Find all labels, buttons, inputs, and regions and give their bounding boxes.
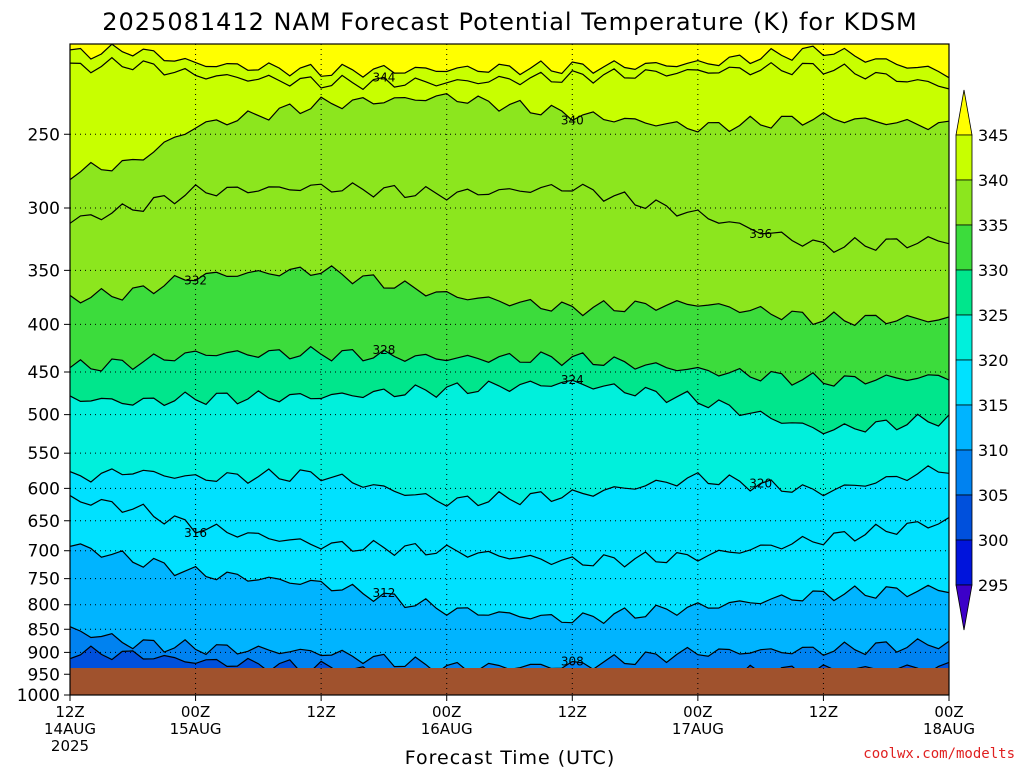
colorbar-label-300: 300 (978, 531, 1009, 550)
x-tick-label-84-0: 00Z (934, 703, 963, 721)
credit-text: coolwx.com/modelts (863, 746, 1015, 762)
colorbar-label-295: 295 (978, 576, 1009, 595)
colorbar-bin-340 (955, 134, 973, 181)
contour-label-316: 316 (184, 526, 207, 540)
colorbar-bin-325 (955, 269, 973, 316)
colorbar-label-330: 330 (978, 261, 1009, 280)
colorbar-bin-315 (955, 359, 973, 406)
colorbar-label-315: 315 (978, 396, 1009, 415)
colorbar-label-310: 310 (978, 441, 1009, 460)
y-tick-label-550: 550 (28, 444, 60, 464)
contour-308 (70, 626, 949, 668)
contour-328 (70, 345, 949, 387)
x-tick-label-0-2: 2025 (51, 737, 89, 755)
x-tick-label-36-0: 00Z (432, 703, 461, 721)
contour-312 (70, 543, 949, 625)
x-tick-label-60-0: 00Z (683, 703, 712, 721)
plot-frame (69, 43, 950, 696)
filled-contours (70, 44, 949, 668)
x-tick-label-60-1: 17AUG (672, 720, 724, 738)
contour-344 (70, 56, 949, 91)
x-tick-label-48-0: 12Z (558, 703, 587, 721)
grid (70, 44, 949, 668)
colorbar-bin-320 (955, 314, 973, 361)
y-tick-label-900: 900 (28, 643, 60, 663)
x-axis-label: Forecast Time (UTC) (405, 747, 615, 768)
y-tick-label-800: 800 (28, 596, 60, 616)
contour-336 (70, 182, 949, 254)
colorbar-bin-295 (955, 539, 973, 586)
contour-label-340: 340 (561, 113, 584, 127)
x-tick-label-24-0: 12Z (306, 703, 335, 721)
band-below-308 (70, 626, 949, 668)
y-tick-label-850: 850 (28, 620, 60, 640)
colorbar: 345 340 335 330 325 320 315 310 305 300 295 (955, 89, 1009, 631)
x-tick-label-0-1: 14AUG (44, 720, 96, 738)
contour-304 (70, 645, 949, 668)
contour-label-312: 312 (372, 586, 395, 600)
colorbar-label-320: 320 (978, 351, 1009, 370)
y-tick-label-500: 500 (28, 406, 60, 426)
colorbar-label-325: 325 (978, 306, 1009, 325)
colorbar-bin-300 (955, 494, 973, 541)
y-tick-label-450: 450 (28, 363, 60, 383)
contour-label-332: 332 (184, 274, 207, 288)
colorbar-label-305: 305 (978, 486, 1009, 505)
colorbar-bin-345 (955, 89, 973, 136)
contour-324 (70, 379, 949, 435)
x-tick-label-36-1: 16AUG (421, 720, 473, 738)
colorbar-label-340: 340 (978, 171, 1009, 190)
y-tick-label-600: 600 (28, 479, 60, 499)
colorbar-label-335: 335 (978, 216, 1009, 235)
ground-band (70, 668, 949, 695)
y-tick-label-1000: 1000 (17, 686, 60, 706)
contour-label-324: 324 (561, 373, 584, 387)
y-axis: 250 300 350 400 450 500 550 600 650 700 750 800 850 9… (17, 125, 70, 706)
y-tick-label-350: 350 (28, 261, 60, 281)
y-tick-label-750: 750 (28, 570, 60, 590)
y-tick-label-950: 950 (28, 665, 60, 685)
x-tick-label-12-1: 15AUG (170, 720, 222, 738)
contour-320 (70, 465, 949, 507)
contour-345 (70, 44, 949, 79)
chart-title: 2025081412 NAM Forecast Potential Temper… (102, 8, 918, 36)
contour-label-336: 336 (749, 227, 772, 241)
contour-label-308: 308 (561, 655, 584, 669)
band-below-312 (70, 543, 949, 668)
colorbar-bin-335 (955, 179, 973, 226)
colorbar-bin-330 (955, 224, 973, 271)
x-tick-label-12-0: 00Z (181, 703, 210, 721)
contour-316 (70, 494, 949, 568)
colorbar-bin-310 (955, 404, 973, 451)
contour-label-320: 320 (749, 476, 772, 490)
contour-340 (70, 93, 949, 181)
y-tick-label-400: 400 (28, 315, 60, 335)
contour-label-328: 328 (372, 343, 395, 357)
x-tick-label-72-0: 12Z (809, 703, 838, 721)
contour-332 (70, 265, 949, 327)
contour-lines: 344 340 336 332 328 324 320 316 312 308 304 (70, 44, 949, 680)
y-tick-label-700: 700 (28, 542, 60, 562)
contour-label-304: 304 (749, 666, 772, 680)
y-tick-label-300: 300 (28, 199, 60, 219)
band-below-304 (70, 646, 949, 668)
x-tick-label-0-0: 12Z (55, 703, 84, 721)
colorbar-bin-290 (955, 584, 973, 631)
x-tick-label-84-1: 18AUG (923, 720, 975, 738)
colorbar-label-345: 345 (978, 126, 1009, 145)
contour-label-344: 344 (372, 70, 395, 84)
y-tick-label-250: 250 (28, 125, 60, 145)
colorbar-bin-305 (955, 449, 973, 496)
y-tick-label-650: 650 (28, 512, 60, 532)
